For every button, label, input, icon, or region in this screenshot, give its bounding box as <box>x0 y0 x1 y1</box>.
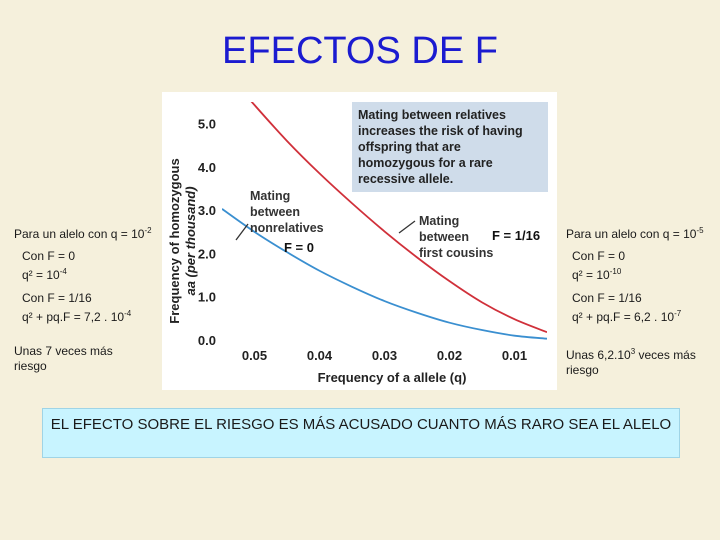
left-f116-note: Con F = 1/16 q² + pq.F = 7,2 . 10-4 <box>22 291 132 324</box>
series-line-first-cousins <box>250 102 547 334</box>
x-tick-label: 0.04 <box>307 348 333 363</box>
y-tick-label: 4.0 <box>198 160 216 175</box>
y-tick-label: 1.0 <box>198 290 216 305</box>
f116-label: F = 1/16 <box>492 228 540 243</box>
left-risk-note: Unas 7 veces más riesgo <box>14 344 113 373</box>
cousins-label-line3: first cousins <box>419 246 493 260</box>
annotation-box <box>352 102 548 192</box>
right-f116-note: Con F = 1/16 q² + pq.F = 6,2 . 10-7 <box>572 291 682 324</box>
annotation-box-line2: increases the risk of having <box>358 124 523 138</box>
x-tick-label: 0.01 <box>502 348 527 363</box>
right-allele-note: Para un alelo con q = 10-5 <box>566 226 704 241</box>
chart: 0.0 1.0 2.0 3.0 4.0 5.0 0.05 0.04 0.03 0.02 0.01 F… <box>167 102 548 385</box>
nonrel-label-line1: Mating <box>250 189 290 203</box>
nonrel-label-line2: between <box>250 205 300 219</box>
cousins-pointer <box>398 220 416 234</box>
left-f0-note: Con F = 0 q² = 10-4 <box>22 249 76 282</box>
left-allele-note: Para un alelo con q = 10-2 <box>14 226 152 241</box>
right-f0-note: Con F = 0 q² = 10-10 <box>572 249 626 282</box>
x-axis-label: Frequency of a allele (q) <box>318 370 467 385</box>
x-tick-label: 0.02 <box>437 348 462 363</box>
annotation-box-line1: Mating between relatives <box>358 108 506 122</box>
right-risk-note: Unas 6,2.103 veces más riesgo <box>566 347 696 377</box>
y-axis-label-line1: Frequency of homozygous <box>167 158 182 323</box>
y-tick-label: 3.0 <box>198 203 216 218</box>
f0-label: F = 0 <box>284 240 314 255</box>
nonrel-pointer <box>235 223 249 241</box>
x-tick-label: 0.03 <box>372 348 397 363</box>
x-tick-label: 0.05 <box>242 348 267 363</box>
annotation-box-line3: offspring that are <box>358 140 461 154</box>
y-tick-label: 2.0 <box>198 246 216 261</box>
conclusion-box: EL EFECTO SOBRE EL RIESGO ES MÁS ACUSADO… <box>42 408 680 458</box>
conclusion-text: EL EFECTO SOBRE EL RIESGO ES MÁS ACUSADO… <box>50 416 672 433</box>
slide-title: EFECTOS DE F <box>222 30 498 72</box>
y-tick-label: 5.0 <box>198 117 216 132</box>
y-axis-label-line2: aa (per thousand) <box>183 186 198 295</box>
cousins-label-line1: Mating <box>419 214 459 228</box>
chart-panel: 0.0 1.0 2.0 3.0 4.0 5.0 0.05 0.04 0.03 0.02 0.01 F… <box>162 92 557 390</box>
annotation-box-line5: recessive allele. <box>358 172 453 186</box>
cousins-label-line2: between <box>419 230 469 244</box>
nonrel-label-line3: nonrelatives <box>250 221 324 235</box>
annotation-box-line4: homozygous for a rare <box>358 156 493 170</box>
series-line-nonrelatives <box>222 208 547 340</box>
y-tick-label: 0.0 <box>198 333 216 348</box>
